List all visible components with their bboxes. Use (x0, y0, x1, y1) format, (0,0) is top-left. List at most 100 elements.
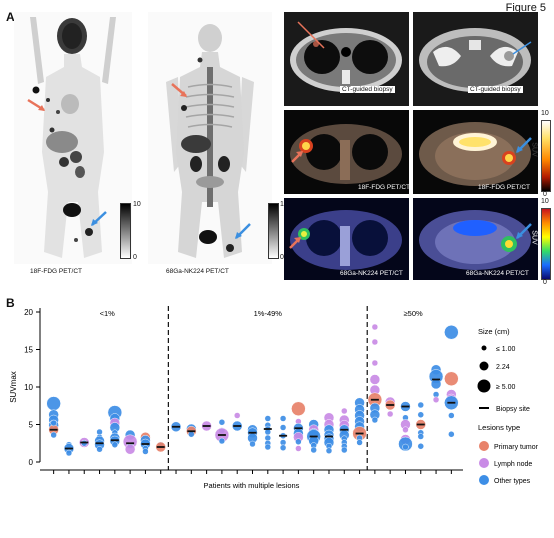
lesion-point-lymph (371, 338, 379, 346)
lesion-point-lymph (124, 444, 136, 455)
nk224-fused-pelvis-caption: 68Ga-NK224 PET/CT (466, 270, 529, 277)
lesion-point-other (218, 437, 226, 445)
lesion-point-lymph (295, 445, 302, 452)
figure-label: Figure 5 (505, 2, 546, 14)
lesion-point-other (249, 440, 256, 448)
y-tick-label: 20 (24, 308, 33, 317)
legend-size-label: ≤ 1.00 (496, 346, 516, 353)
legend-size-title: Size (cm) (478, 327, 510, 336)
nk224-suv-label: SUV (530, 230, 538, 245)
legend-type-swatch (479, 458, 489, 468)
group-label: ≥50% (404, 309, 423, 318)
lesion-point-other (448, 412, 455, 419)
legend-size-dot (481, 345, 487, 351)
fdg-scale-min: 0 (133, 254, 137, 261)
y-tick-label: 15 (24, 346, 33, 355)
legend-type-title: Lesions type (478, 423, 520, 432)
legend-type-swatch (479, 475, 489, 485)
nk224-pet-caption: 68Ga-NK224 PET/CT (166, 268, 229, 275)
legend-size-dot (479, 361, 489, 371)
lesion-point-other (417, 443, 425, 450)
lesion-point-other (218, 419, 226, 426)
lesion-point-other (264, 443, 272, 451)
lesion-point-other (356, 439, 363, 446)
nk224-suv-colorbar (541, 208, 551, 280)
fdg-scale-max: 10 (133, 201, 141, 208)
lesion-point-other (65, 449, 73, 457)
nk224-colorbar-max: 10 (541, 198, 549, 205)
ct-biopsy-chest-tile (284, 12, 409, 106)
nk224-fused-pelvis-tile (413, 198, 538, 280)
lesion-point-other (295, 438, 302, 445)
nk224-grayscale-bar (268, 203, 279, 259)
fdg-fused-chest-caption: 18F-FDG PET/CT (358, 184, 411, 191)
y-tick-label: 10 (24, 383, 33, 392)
panel-b-letter: B (6, 296, 15, 310)
lesion-point-other (417, 433, 425, 440)
lesion-point-other (50, 431, 57, 439)
lesion-point-lymph (386, 410, 394, 418)
y-axis-label: SUVmax (9, 371, 18, 403)
suvmax-scatter-chart: <1% 1%-49% ≥50% 0 5 10 15 20 SUVmax Patients wit… (9, 306, 539, 490)
nk224-scale-max: 10 (280, 201, 288, 208)
fdg-suv-label: SUV (530, 142, 538, 157)
lesion-point-other (430, 378, 442, 390)
lesion-point-other (46, 396, 61, 411)
nk224-pet-mip-image (148, 12, 272, 264)
group-label: <1% (100, 309, 116, 318)
legend-size-label: ≥ 5.00 (496, 384, 516, 391)
lesion-point-other (448, 431, 455, 438)
lesion-point-other (417, 401, 425, 409)
fdg-fused-pelvis-caption: 18F-FDG PET/CT (478, 184, 531, 191)
lesion-point-other (325, 447, 333, 454)
lesion-point-lymph (371, 323, 379, 331)
lesion-point-other (264, 415, 272, 422)
fdg-grayscale-bar (120, 203, 131, 259)
nk224-colorbar-min: 0 (543, 279, 547, 286)
legend-type-swatch (479, 441, 489, 451)
lesion-point-other (96, 446, 103, 453)
lesion-point-lymph (341, 407, 348, 415)
legend-size-label: 2.24 (496, 364, 510, 371)
legend-size-dot (477, 379, 491, 393)
lesion-point-other (50, 419, 57, 427)
fdg-colorbar-min: 0 (543, 191, 547, 198)
lesion-point-primary (444, 371, 459, 386)
nk224-fused-chest-caption: 68Ga-NK224 PET/CT (340, 270, 403, 277)
lesion-point-lymph (371, 359, 379, 367)
ct-biopsy-chest-caption: CT-guided biopsy (340, 86, 395, 93)
lesion-point-other (310, 446, 317, 454)
ct-biopsy-pelvis-caption: CT-guided biopsy (468, 86, 523, 93)
lesion-point-lymph (432, 396, 440, 403)
lesion-point-other (371, 416, 379, 424)
lesion-point-other (142, 448, 149, 455)
lesion-point-other (279, 415, 287, 422)
lesion-point-primary (291, 401, 306, 416)
legend-biopsy-label: Biopsy site (496, 406, 530, 413)
fdg-colorbar-max: 10 (541, 110, 549, 117)
legend-type-label: Lymph node (494, 461, 532, 468)
lesion-point-other (279, 444, 287, 451)
lesion-point-lymph (369, 374, 381, 385)
nk224-scale-min: 0 (280, 254, 284, 261)
fdg-pet-mip-image (14, 12, 132, 264)
panel-a-letter: A (6, 10, 15, 24)
lesion-point-other (402, 443, 409, 451)
legend-type-label: Other types (494, 478, 531, 485)
lesion-point-other (341, 446, 348, 454)
lesion-point-other (111, 441, 119, 448)
lesion-point-other (417, 411, 425, 418)
nk224-fused-chest-tile (284, 198, 409, 280)
fdg-fused-chest-tile (284, 110, 409, 194)
group-label: 1%-49% (254, 309, 283, 318)
y-tick-label: 0 (29, 458, 34, 467)
x-axis-label: Patients with multiple lesions (204, 481, 300, 490)
lesion-point-lymph (233, 412, 241, 419)
fdg-suv-colorbar (541, 120, 551, 192)
lesion-point-other (444, 325, 459, 340)
lesion-point-lymph (402, 426, 409, 433)
fdg-pet-caption: 18F-FDG PET/CT (30, 268, 83, 275)
y-tick-label: 5 (29, 421, 34, 430)
fdg-fused-pelvis-tile (413, 110, 538, 194)
legend-type-label: Primary tumor (494, 444, 539, 451)
